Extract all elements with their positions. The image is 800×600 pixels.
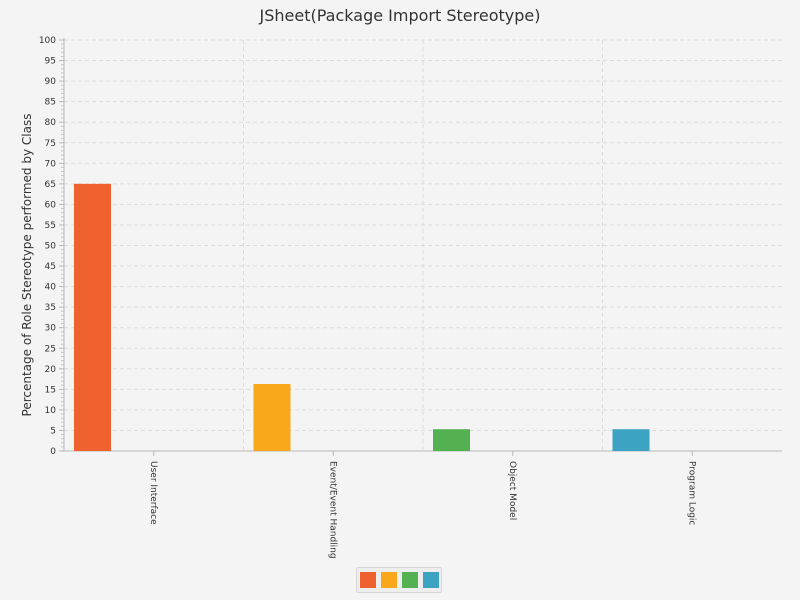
y-tick-label: 60 (45, 200, 57, 210)
y-tick-label: 20 (45, 365, 57, 375)
y-tick-label: 0 (50, 447, 56, 457)
y-tick-label: 70 (45, 159, 57, 169)
bar-event-event-handling (253, 384, 291, 451)
legend (356, 567, 442, 593)
y-tick-label: 85 (45, 98, 56, 108)
y-tick-label: 75 (45, 139, 56, 149)
legend-swatch (359, 572, 376, 588)
y-tick-label: 5 (50, 426, 56, 436)
y-tick-label: 50 (45, 242, 57, 252)
y-tick-label: 80 (45, 118, 57, 128)
x-category-label: Event/Event Handling (327, 461, 337, 559)
y-tick-label: 30 (45, 324, 57, 334)
y-tick-label: 25 (45, 344, 56, 354)
y-tick-label: 100 (39, 36, 56, 46)
y-tick-label: 35 (45, 303, 56, 313)
y-tick-label: 15 (45, 385, 56, 395)
y-tick-label: 45 (45, 262, 56, 272)
y-tick-label: 40 (45, 283, 57, 293)
y-tick-label: 65 (45, 180, 56, 190)
bar-object-model (433, 429, 470, 451)
legend-swatch (422, 572, 439, 588)
legend-swatch (401, 572, 418, 588)
y-tick-label: 90 (45, 77, 57, 87)
bar-program-logic (612, 429, 650, 451)
bar-user-interface (74, 183, 111, 451)
x-category-label: Object Model (507, 461, 517, 520)
y-tick-label: 10 (45, 406, 57, 416)
x-category-label: Program Logic (686, 461, 696, 525)
chart-title: JSheet(Package Import Stereotype) (259, 6, 541, 25)
legend-swatch (380, 572, 397, 588)
x-category-label: User Interface (148, 461, 158, 525)
y-tick-label: 95 (45, 57, 56, 67)
y-tick-label: 55 (45, 221, 56, 231)
